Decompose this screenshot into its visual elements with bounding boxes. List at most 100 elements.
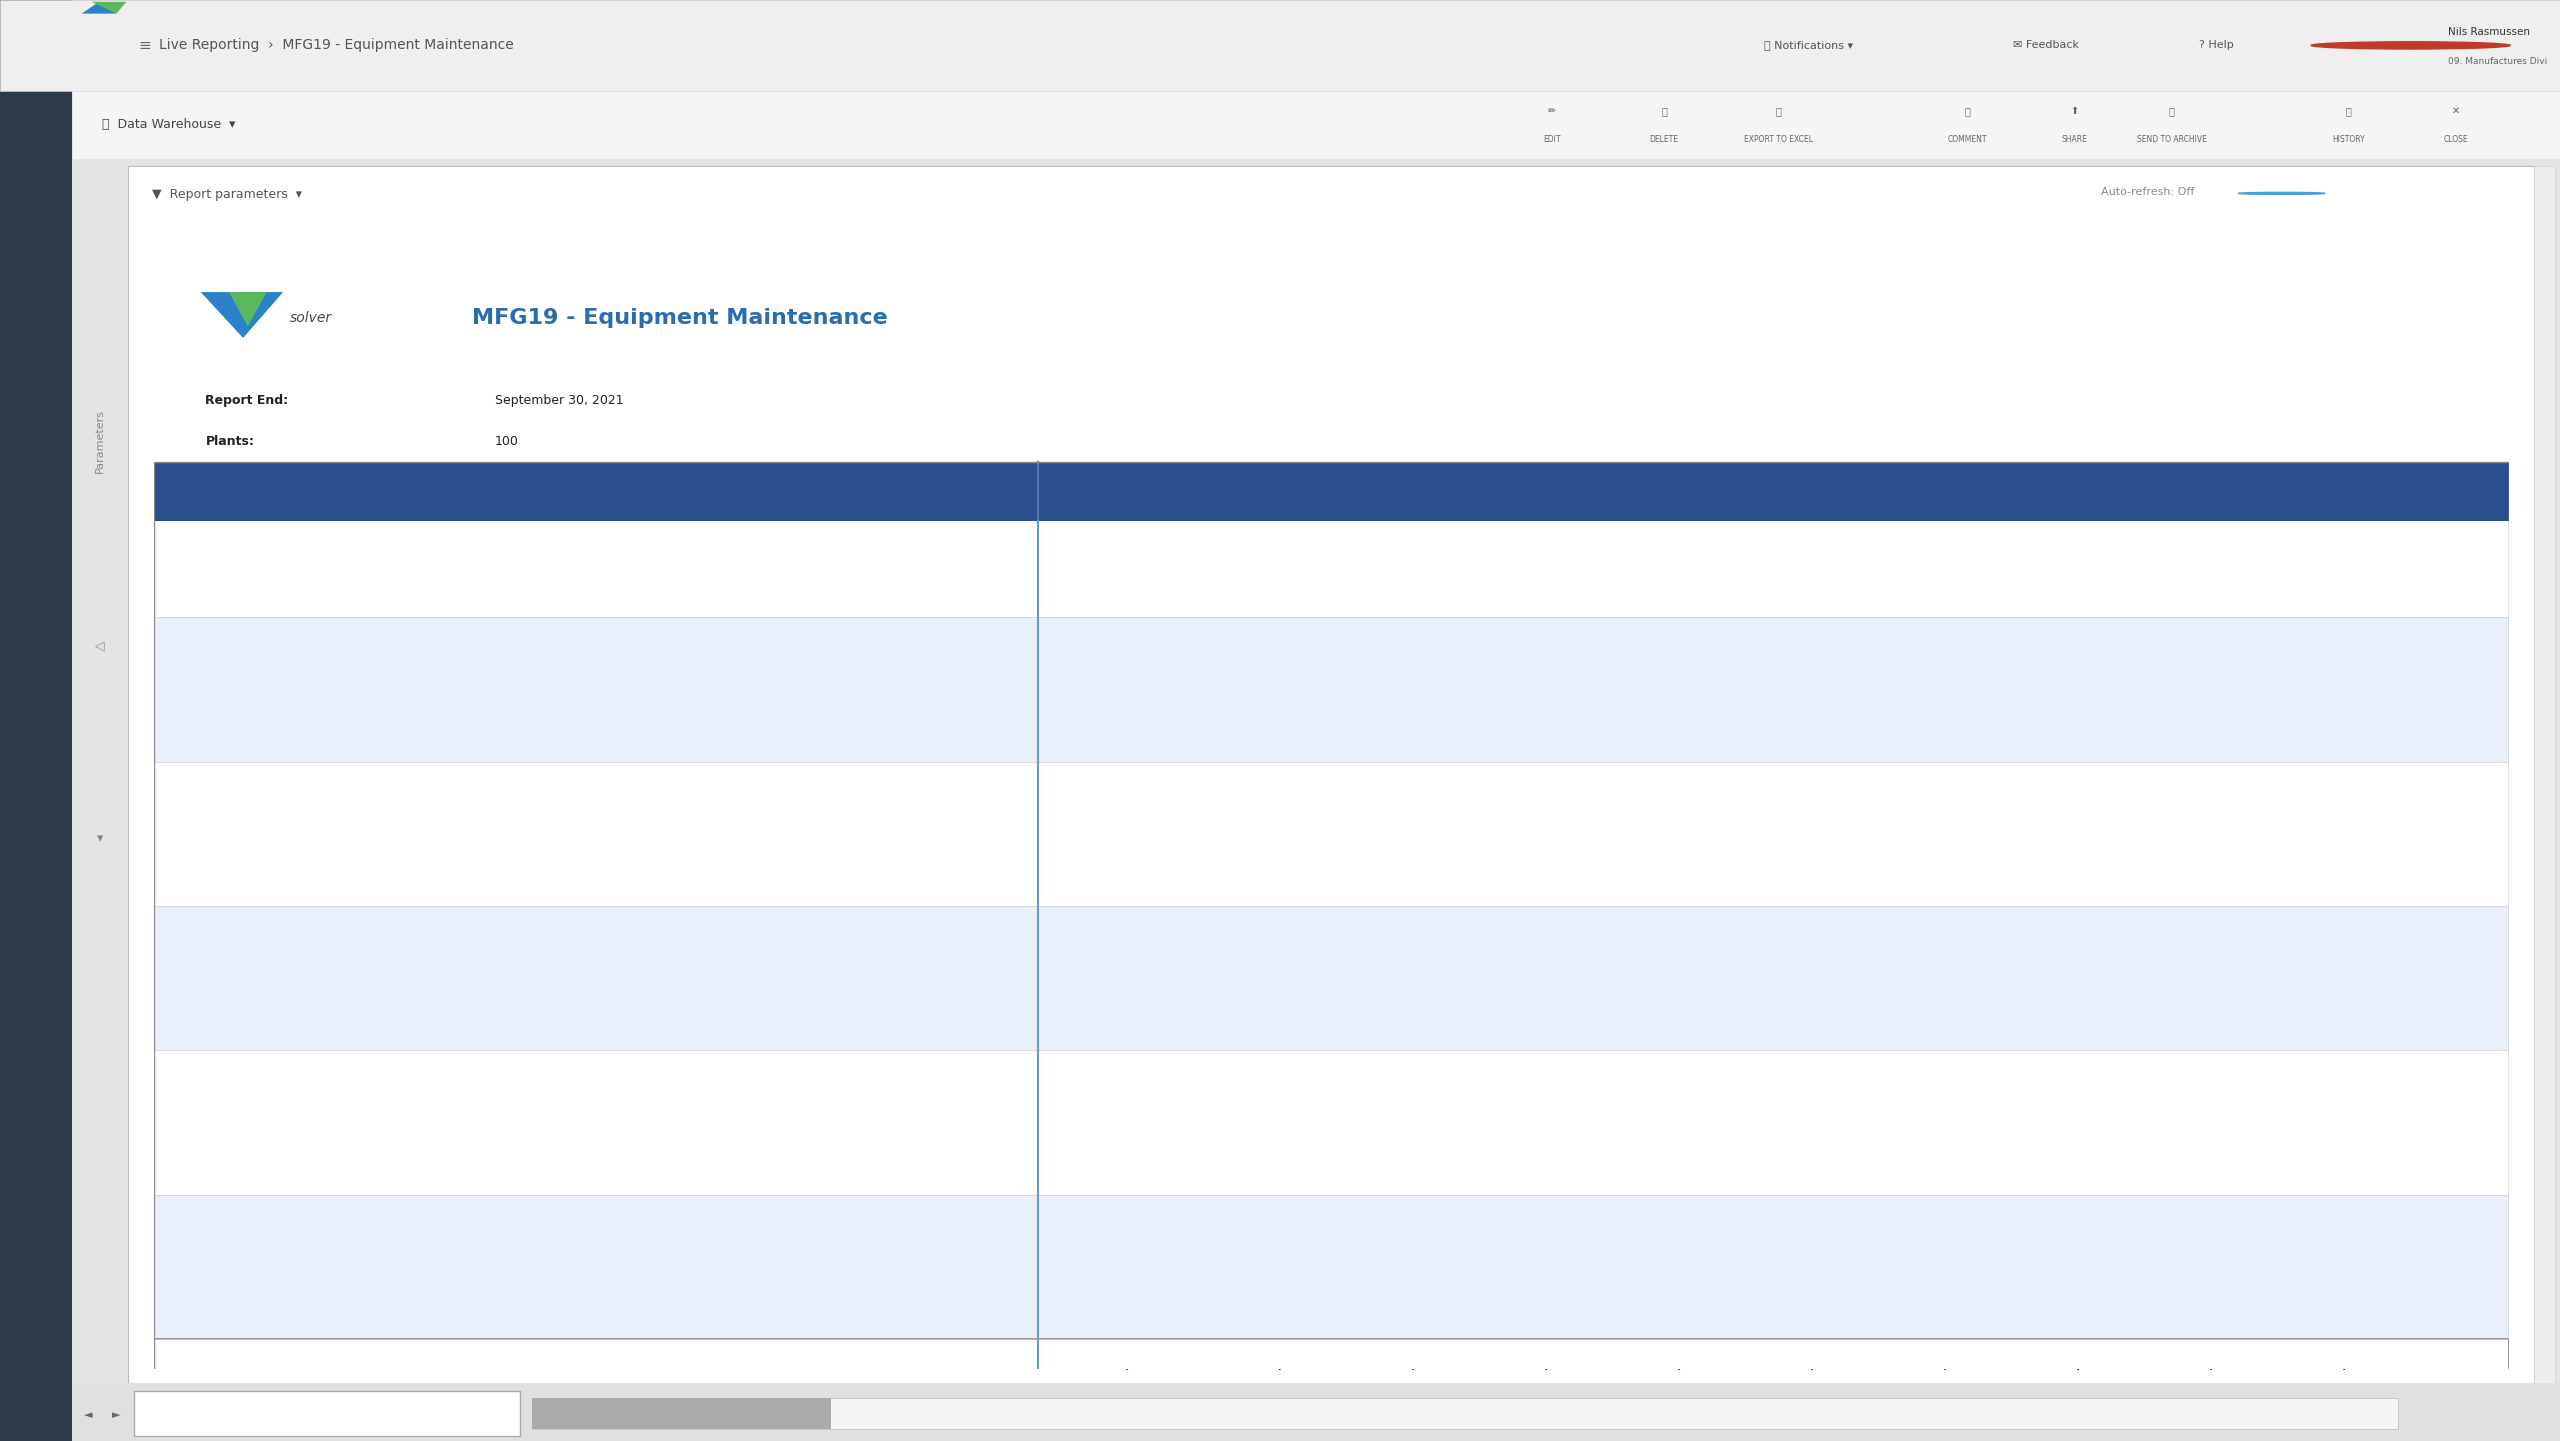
FancyBboxPatch shape — [154, 1195, 2509, 1339]
Text: PY: PY — [986, 539, 1001, 552]
Text: ⬆: ⬆ — [2071, 107, 2079, 117]
Text: Jan-21: Jan-21 — [1362, 486, 1408, 499]
Text: 1,080: 1,080 — [1807, 683, 1841, 696]
Text: Var: Var — [983, 1164, 1004, 1177]
Polygon shape — [92, 1, 125, 13]
Text: CY: CY — [986, 924, 1001, 937]
Text: 120: 120 — [1953, 876, 1974, 889]
Text: 1,080: 1,080 — [1408, 1117, 1441, 1130]
Text: 🕐: 🕐 — [2345, 107, 2353, 117]
FancyBboxPatch shape — [154, 1339, 2509, 1389]
Text: Sep-21: Sep-21 — [1075, 486, 1129, 499]
Text: 1,080: 1,080 — [2340, 1261, 2373, 1274]
Text: 1,080: 1,080 — [1275, 586, 1311, 599]
Text: Maintenance: Maintenance — [164, 683, 238, 696]
Text: Maintenance Type:: Maintenance Type: — [479, 1020, 589, 1033]
Text: 1,200: 1,200 — [1408, 1212, 1441, 1225]
Text: 1,200: 1,200 — [1541, 1068, 1574, 1081]
Text: ◁: ◁ — [95, 640, 105, 653]
Text: 1,200: 1,200 — [2340, 635, 2373, 648]
Text: 1,080: 1,080 — [2340, 1117, 2373, 1130]
Text: 10,800: 10,800 — [1270, 635, 1311, 648]
Text: Standard: Standard — [799, 731, 852, 744]
Text: Maintenance: Maintenance — [164, 827, 238, 840]
Text: Maintenance: Maintenance — [164, 971, 238, 984]
Text: SUS: SUS — [494, 474, 520, 487]
Text: 1,080: 1,080 — [2207, 683, 2240, 696]
Text: 1,200: 1,200 — [2207, 1212, 2240, 1225]
Text: 1,080: 1,080 — [1674, 971, 1708, 984]
Text: 1,080: 1,080 — [1807, 971, 1841, 984]
Text: 1,200: 1,200 — [1124, 924, 1157, 937]
Text: ▼  Report parameters  ▾: ▼ Report parameters ▾ — [151, 187, 302, 202]
Text: 1,200: 1,200 — [1541, 780, 1574, 793]
Text: 100: 100 — [494, 435, 520, 448]
Text: 1,200: 1,200 — [1674, 780, 1708, 793]
Text: 120: 120 — [1554, 1020, 1574, 1033]
Text: 1,080: 1,080 — [2207, 827, 2240, 840]
Text: Hours YTD: Hours YTD — [1203, 486, 1283, 499]
Text: 120: 120 — [1134, 1308, 1157, 1321]
Text: COMMENT: COMMENT — [1948, 135, 1987, 144]
Text: Maintenance: Maintenance — [164, 539, 238, 552]
Text: Jul-21: Jul-21 — [2163, 486, 2204, 499]
Text: 1,080: 1,080 — [1275, 876, 1311, 889]
Text: EXPORT TO EXCEL: EXPORT TO EXCEL — [1743, 135, 1812, 144]
Text: 1,200: 1,200 — [1807, 780, 1841, 793]
Text: Conveyor Belt: Conveyor Belt — [479, 924, 571, 937]
Text: Var: Var — [983, 586, 1004, 599]
Text: 120: 120 — [1820, 876, 1841, 889]
Text: 9,600: 9,600 — [1802, 1357, 1841, 1370]
Text: Nils Rasmussen: Nils Rasmussen — [2447, 27, 2529, 37]
Text: DELETE: DELETE — [1649, 135, 1679, 144]
Text: Equipment Maintenance: Equipment Maintenance — [248, 1406, 410, 1419]
Text: Days Remaining:: Days Remaining: — [479, 539, 579, 552]
Text: 1,080: 1,080 — [1408, 683, 1441, 696]
Text: Apr-21: Apr-21 — [1759, 486, 1810, 499]
FancyBboxPatch shape — [532, 1398, 2399, 1429]
Text: Interval (hrs): 10,000: Interval (hrs): 10,000 — [164, 1308, 289, 1321]
Text: ◄: ◄ — [84, 1411, 92, 1419]
Text: 1,080: 1,080 — [1124, 1261, 1157, 1274]
Text: Maintenance: Maintenance — [164, 1261, 238, 1274]
Text: 1,200: 1,200 — [1408, 924, 1441, 937]
Text: 120: 120 — [1554, 876, 1574, 889]
FancyBboxPatch shape — [154, 762, 2509, 906]
Text: 1,080: 1,080 — [1541, 1261, 1574, 1274]
Text: Var: Var — [983, 1308, 1004, 1321]
Text: 1,080: 1,080 — [1124, 1117, 1157, 1130]
Text: 9,720: 9,720 — [1275, 827, 1311, 840]
Text: 1,080: 1,080 — [1674, 539, 1708, 552]
Text: 120: 120 — [1687, 1308, 1708, 1321]
Text: 9,720: 9,720 — [1275, 1261, 1311, 1274]
Text: 1,200: 1,200 — [1124, 1212, 1157, 1225]
Text: Var: Var — [983, 1020, 1004, 1033]
Text: 1,080: 1,080 — [1124, 683, 1157, 696]
Text: 1,200: 1,200 — [1940, 635, 1974, 648]
Text: 1,200: 1,200 — [2074, 635, 2107, 648]
Text: 9,720: 9,720 — [1275, 971, 1311, 984]
Text: CY: CY — [986, 1068, 1001, 1081]
Text: 1,200: 1,200 — [2074, 924, 2107, 937]
Text: 1,080: 1,080 — [2207, 539, 2240, 552]
Text: Days Remaining:: Days Remaining: — [479, 971, 579, 984]
Text: PY: PY — [986, 683, 1001, 696]
Text: 120: 120 — [1421, 1308, 1441, 1321]
Text: 1,080: 1,080 — [1541, 539, 1574, 552]
Text: ? Help: ? Help — [2199, 40, 2235, 50]
Text: Aug-21: Aug-21 — [2291, 486, 2342, 499]
Text: 1,080: 1,080 — [1807, 827, 1841, 840]
Text: 324000105: 324000105 — [164, 1212, 230, 1225]
Text: solver: solver — [289, 311, 333, 326]
Text: 1,200: 1,200 — [1674, 635, 1708, 648]
Text: 1,200: 1,200 — [1807, 635, 1841, 648]
Text: 120: 120 — [1820, 731, 1841, 744]
Text: 1,200: 1,200 — [1674, 924, 1708, 937]
FancyBboxPatch shape — [154, 522, 2509, 617]
Polygon shape — [228, 293, 266, 327]
Text: ►: ► — [113, 1411, 120, 1419]
Text: 1,080: 1,080 — [1275, 1308, 1311, 1321]
Text: 1,200: 1,200 — [1408, 1068, 1441, 1081]
Text: 120: 120 — [2353, 586, 2373, 599]
Text: ≡: ≡ — [138, 37, 151, 53]
